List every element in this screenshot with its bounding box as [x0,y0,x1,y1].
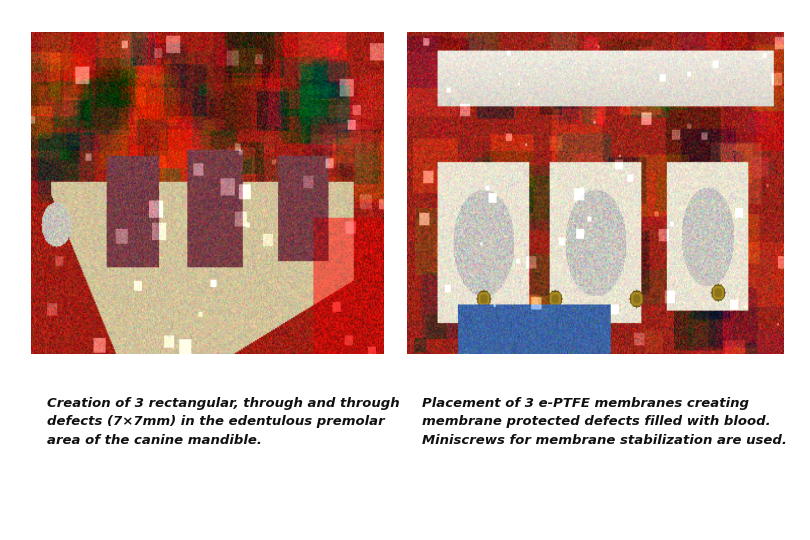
Text: Creation of 3 rectangular, through and through
defects (7×7mm) in the edentulous: Creation of 3 rectangular, through and t… [47,397,399,447]
Text: Placement of 3 e-PTFE membranes creating
membrane protected defects filled with : Placement of 3 e-PTFE membranes creating… [423,397,787,447]
